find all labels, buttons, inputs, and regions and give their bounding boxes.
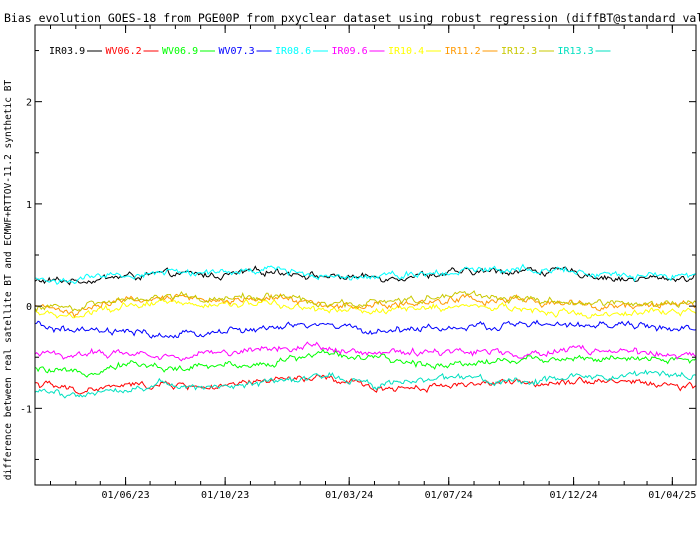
x-tick-label: 01/04/25 [648,490,696,501]
x-tick-label: 01/12/24 [550,490,598,501]
x-tick-label: 01/06/23 [101,490,149,501]
series-line-wv07-3 [34,319,697,339]
legend-label: IR08.6 [275,46,311,57]
legend: IR03.9 WV06.2 WV06.9 WV07.3 IR08.6 IR09.6 IR10… [49,46,611,57]
legend-label: IR03.9 [49,46,85,57]
x-tick-label: 01/10/23 [201,490,249,501]
y-tick-label: 2 [26,98,32,109]
legend-label: IR09.6 [332,46,368,57]
plot-frame [34,24,697,486]
chart-title: Bias evolution GOES-18 from PGE00P from … [4,11,700,25]
legend-label: WV06.9 [162,46,198,57]
legend-label: WV06.2 [106,46,142,57]
axis-ticks: -1 0 1 2 01/06/23 01/10/23 01/03/24 01/07/24 01/… [20,25,696,501]
series-line-ir13-3 [34,369,697,399]
x-tick-label: 01/03/24 [325,490,373,501]
series-line-ir10-4 [34,298,697,319]
series-line-wv06-2 [34,374,697,395]
series-line-ir08-6 [34,263,697,286]
legend-label: WV07.3 [219,46,255,57]
y-axis-label: difference between real satellite BT and… [3,80,14,481]
legend-label: IR12.3 [501,46,537,57]
series-line-ir12-3 [34,290,697,313]
series-line-ir09-6 [34,341,697,362]
y-tick-label: 1 [26,200,32,211]
series-line-wv06-9 [34,348,697,378]
x-tick-label: 01/07/24 [425,490,473,501]
legend-label: IR10.4 [388,46,424,57]
plot-area [34,263,697,399]
y-tick-label: 0 [26,302,32,313]
legend-label: IR13.3 [558,46,594,57]
y-tick-label: -1 [20,404,32,415]
legend-label: IR11.2 [445,46,481,57]
